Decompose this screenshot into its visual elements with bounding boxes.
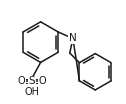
Text: S: S xyxy=(28,76,35,86)
Text: OH: OH xyxy=(24,87,39,97)
Text: O: O xyxy=(18,76,25,86)
Text: O: O xyxy=(38,76,46,86)
Text: N: N xyxy=(69,33,77,43)
